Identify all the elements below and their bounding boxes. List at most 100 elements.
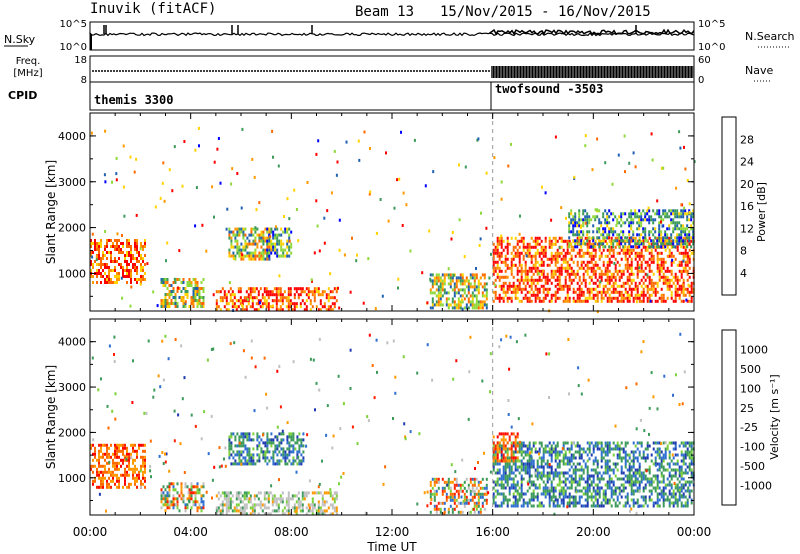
heatmap-cell: [268, 441, 271, 445]
heatmap-cell: [544, 492, 547, 496]
heatmap-cell: [231, 305, 234, 309]
heatmap-cell: [449, 273, 452, 277]
heatmap-cell: [528, 453, 531, 457]
heatmap-cell: [528, 465, 531, 469]
heatmap-cell: [640, 224, 643, 228]
heatmap-cell: [198, 299, 201, 302]
heatmap-cell: [289, 287, 292, 291]
heatmap-cell: [594, 275, 597, 279]
nave-tick-top: 60: [698, 55, 711, 66]
heatmap-cell: [198, 488, 201, 492]
heatmap-cell: [602, 245, 605, 249]
heatmap-cell: [477, 501, 480, 505]
heatmap-cell: [554, 236, 557, 240]
heatmap-cell: [108, 275, 110, 278]
heatmap-cell: [441, 279, 444, 283]
heatmap-cell: [534, 447, 537, 451]
heatmap-cell: [90, 443, 92, 447]
heatmap-cell: [283, 512, 286, 516]
heatmap-cell: [582, 290, 585, 294]
heatmap-cell: [248, 435, 251, 439]
heatmap-cell: [102, 476, 104, 480]
heatmap-cell: [259, 506, 262, 510]
heatmap-cell: [526, 501, 529, 505]
heatmap-cell: [279, 299, 282, 303]
heatmap-cell: [614, 257, 617, 261]
heatmap-cell: [144, 455, 146, 459]
heatmap-cell: [498, 278, 501, 282]
heatmap-cell: [439, 297, 442, 301]
heatmap-cell: [285, 305, 288, 309]
heatmap-cell: [276, 254, 279, 258]
heatmap-cell: [335, 497, 338, 501]
heatmap-cell: [154, 205, 157, 209]
heatmap-cell: [580, 453, 583, 457]
heatmap-cell: [110, 473, 112, 477]
heatmap-cell: [111, 180, 113, 184]
heatmap-cell: [349, 290, 352, 294]
heatmap-cell: [568, 447, 571, 451]
heatmap-cell: [235, 299, 238, 303]
heatmap-cell: [586, 477, 589, 481]
heatmap-cell: [461, 294, 464, 298]
heatmap-cell: [658, 215, 661, 219]
heatmap-cell: [253, 509, 256, 513]
heatmap-cell: [512, 486, 515, 490]
heatmap-cell: [650, 257, 653, 261]
heatmap-cell: [612, 218, 615, 222]
heatmap-cell: [602, 239, 605, 243]
heatmap-cell: [506, 483, 509, 487]
heatmap-cell: [588, 260, 591, 264]
heatmap-cell: [684, 251, 687, 255]
heatmap-cell: [598, 242, 601, 246]
heatmap-cell: [122, 446, 124, 450]
heatmap-cell: [453, 291, 456, 295]
heatmap-cell: [614, 444, 617, 448]
heatmap-cell: [202, 305, 205, 308]
heatmap-cell: [132, 254, 134, 257]
heatmap-cell: [269, 235, 272, 239]
heatmap-cell: [558, 236, 561, 240]
heatmap-cell: [94, 242, 96, 245]
heatmap-cell: [331, 308, 334, 312]
heatmap-cell: [144, 461, 146, 465]
heatmap-cell: [233, 506, 236, 510]
heatmap-cell: [221, 503, 224, 507]
heatmap-cell: [246, 254, 249, 258]
heatmap-cell: [140, 245, 142, 248]
heatmap-cell: [574, 498, 577, 502]
heatmap-cell: [217, 290, 220, 294]
heatmap-cell: [170, 293, 173, 296]
heatmap-cell: [305, 293, 308, 297]
heatmap-cell: [628, 293, 631, 297]
heatmap-cell: [248, 251, 251, 255]
heatmap-cell: [282, 230, 285, 234]
heatmap-cell: [644, 293, 647, 297]
heatmap-cell: [626, 299, 629, 303]
heatmap-cell: [317, 509, 320, 513]
heatmap-cell: [504, 450, 507, 454]
heatmap-cell: [612, 251, 615, 255]
heatmap-cell: [483, 294, 486, 298]
heatmap-cell: [662, 299, 665, 303]
heatmap-cell: [264, 251, 267, 255]
heatmap-cell: [666, 269, 669, 273]
heatmap-cell: [114, 461, 116, 465]
heatmap-cell: [447, 495, 450, 499]
heatmap-cell: [225, 293, 228, 297]
heatmap-cell: [576, 263, 579, 267]
heatmap-cell: [526, 251, 529, 255]
heatmap-cell: [604, 444, 607, 448]
heatmap-cell: [580, 465, 583, 469]
heatmap-cell: [277, 506, 280, 510]
heatmap-cell: [134, 278, 136, 281]
heatmap-cell: [532, 465, 535, 469]
heatmap-cell: [518, 284, 521, 288]
heatmap-cell: [566, 471, 569, 475]
heatmap-cell: [584, 462, 587, 466]
heatmap-cell: [122, 452, 124, 456]
heatmap-cell: [279, 500, 282, 504]
heatmap-cell: [596, 504, 599, 508]
heatmap-cell: [104, 266, 106, 269]
heatmap-cell: [317, 139, 320, 143]
